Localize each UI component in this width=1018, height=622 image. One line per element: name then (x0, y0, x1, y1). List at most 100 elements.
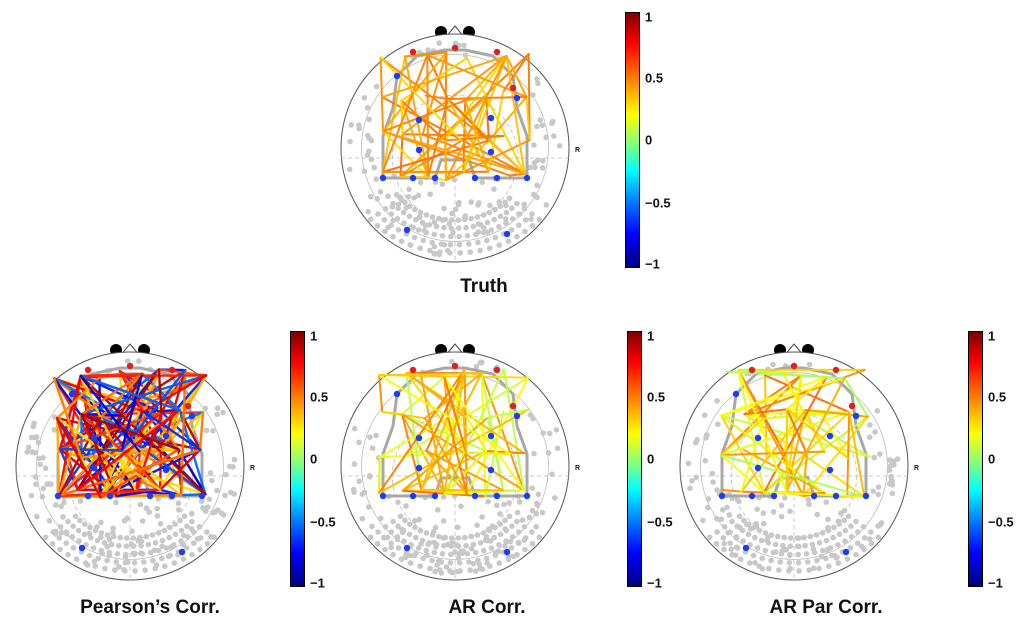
electrode-dot (531, 450, 537, 457)
electrode-dot (835, 542, 841, 548)
connection-edge (462, 414, 467, 454)
electrode-dot (189, 510, 195, 517)
electrode-dot (34, 513, 40, 520)
electrode-dot (502, 199, 508, 206)
colorbar-tick: 0.5 (645, 70, 664, 86)
connection-edge (443, 489, 525, 495)
electrode-dot (455, 524, 461, 531)
electrode-dot (426, 540, 433, 546)
electrode-dot (472, 231, 479, 238)
connection-edge (142, 374, 208, 414)
electrode-dot (710, 479, 716, 485)
electrode-dot (468, 215, 474, 222)
electrode-dot (230, 464, 236, 470)
electrode-dot (367, 193, 374, 200)
connection-edge (378, 456, 381, 494)
electrode-dot (516, 529, 522, 535)
electrode-dot (772, 541, 779, 548)
electrode-dot (532, 164, 538, 171)
electrode-dot (49, 540, 56, 547)
electrode-dot (411, 234, 418, 241)
connection-edge (57, 452, 102, 498)
electrode-dot (516, 499, 523, 505)
electrode-dot (537, 117, 543, 123)
electrode-dot (442, 534, 448, 541)
electrode-dot (57, 524, 64, 530)
electrode-dot (395, 499, 401, 506)
electrode-dot (492, 524, 498, 531)
electrode-node (168, 492, 176, 500)
electrode-dot (496, 560, 503, 566)
electrode-dot (462, 52, 469, 58)
electrode-dot (734, 523, 740, 529)
electrode-dot (505, 238, 512, 244)
connection-edge (443, 375, 525, 492)
electrode-dot (369, 523, 375, 530)
connection-edge (743, 408, 789, 416)
electrode-dot (412, 206, 418, 213)
electrode-dot (433, 223, 440, 230)
connection-edge (80, 372, 144, 416)
electrode-node (487, 114, 495, 122)
connection-edge (382, 130, 430, 179)
electrode-node (513, 94, 521, 102)
electrode-dot (455, 535, 462, 541)
electrode-dot (136, 358, 142, 364)
electrode-dot (794, 543, 801, 549)
electrode-dot (733, 534, 740, 540)
electrode-dot (470, 560, 477, 567)
electrode-dot (214, 411, 220, 418)
electrode-dot (83, 542, 89, 548)
electrode-dot (464, 233, 471, 239)
connection-edge (99, 450, 141, 499)
connection-edge (424, 417, 468, 495)
electrode-dot (819, 547, 826, 554)
panel-title-arpar: AR Par Corr. (769, 597, 883, 618)
connection-edge (378, 416, 449, 459)
electrode-dot (417, 563, 423, 569)
electrode-dot (429, 532, 436, 538)
connection-edge (425, 368, 466, 452)
electrode-node (78, 544, 86, 552)
electrode-dot (514, 518, 520, 525)
electrode-dot (106, 549, 113, 556)
electrode-dot (28, 492, 35, 499)
electrode-dot (752, 560, 758, 566)
electrode-dot (721, 540, 728, 547)
electrode-dot (721, 546, 727, 553)
electrode-dot (431, 243, 438, 250)
electrode-dot (53, 502, 59, 508)
electrode-dot (713, 540, 720, 547)
electrode-dot (214, 487, 220, 494)
electrode-dot (447, 241, 454, 248)
electrode-dot (734, 545, 741, 551)
electrode-dot (448, 551, 454, 558)
electrode-node (409, 48, 417, 56)
connection-edge (502, 368, 525, 492)
electrode-dot (423, 530, 430, 536)
electrode-dot (516, 540, 522, 546)
electrode-dot (503, 220, 509, 226)
connection-edge (443, 368, 466, 495)
electrode-dot (157, 520, 164, 527)
electrode-dot (452, 206, 459, 213)
electrode-dot (487, 245, 493, 251)
connection-edge (56, 416, 102, 499)
electrode-dot (776, 567, 782, 573)
electrode-dot (795, 551, 801, 558)
electrode-dot (42, 534, 49, 541)
electrode-node (523, 174, 531, 182)
electrode-node (184, 402, 192, 410)
connection-edge (786, 375, 828, 411)
electrode-dot (506, 195, 513, 202)
electrode-dot (412, 524, 418, 531)
electrode-dot (477, 247, 483, 254)
electrode-dot (701, 412, 708, 419)
electrode-dot (374, 540, 381, 547)
electrode-node (826, 432, 834, 440)
electrode-dot (456, 559, 463, 566)
electrode-dot (728, 546, 734, 552)
electrode-dot (823, 537, 830, 544)
electrode-dot (508, 227, 515, 233)
colorbar-tick: −0.5 (645, 195, 671, 211)
